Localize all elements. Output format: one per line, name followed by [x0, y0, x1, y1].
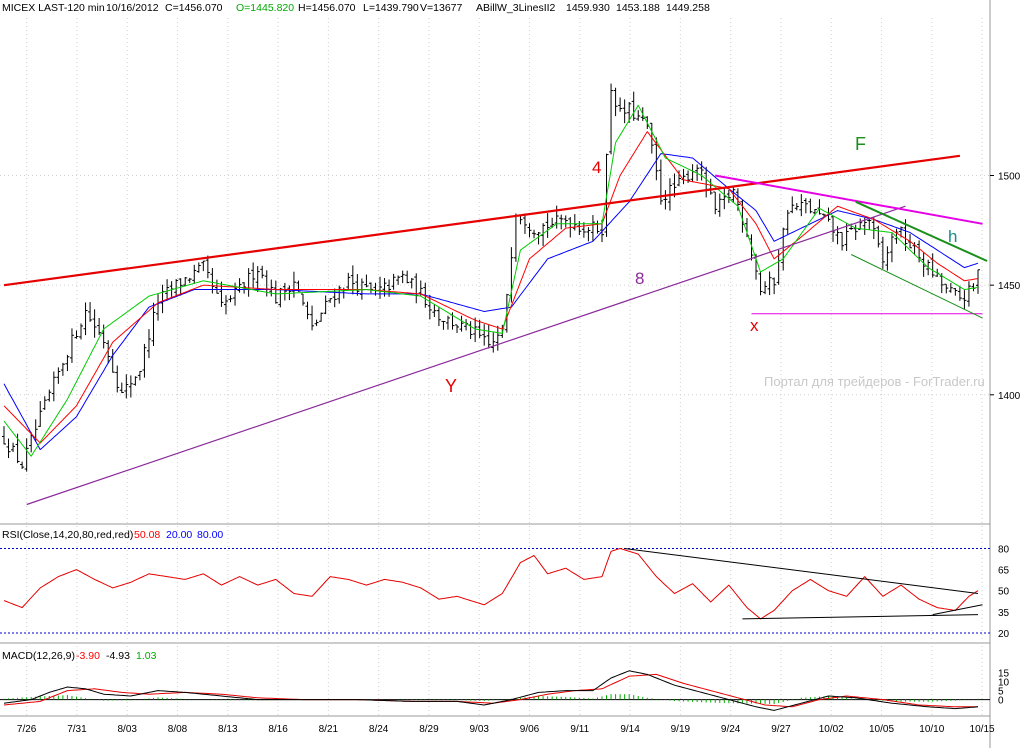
- rsi-trend-upper: [624, 548, 979, 594]
- purple-trendline: [26, 205, 906, 506]
- header-indicator: ABillW_3LinesII2: [476, 2, 556, 14]
- header-ind-value-blue: 1459.930: [566, 2, 610, 14]
- rsi-title: RSI(Close,14,20,80,red,red): [2, 529, 133, 541]
- grid-lines: [0, 18, 990, 716]
- header-volume: V=13677: [420, 2, 462, 14]
- header-close: C=1456.070: [165, 2, 223, 14]
- macd-tick-label: 10: [998, 678, 1010, 689]
- x-tick-label: 8/08: [168, 724, 188, 735]
- wave-label-F: F: [855, 134, 866, 154]
- x-tick-label: 10/02: [819, 724, 844, 735]
- x-tick-label: 10/05: [869, 724, 894, 735]
- header-low: L=1439.790: [363, 2, 419, 14]
- header-ind-value-green: 1449.258: [666, 2, 710, 14]
- wave-label-Y: Y: [445, 376, 457, 396]
- x-tick-label: 8/24: [369, 724, 389, 735]
- magenta-trendline: [715, 174, 983, 225]
- rsi-tick-label: 80: [998, 544, 1010, 555]
- rsi-value: 50.08: [134, 529, 160, 541]
- green-channel-lower: [850, 254, 983, 319]
- macd-tick-label: 5: [998, 687, 1004, 698]
- wave-label-8: 8: [635, 269, 644, 288]
- rsi-level-low: 20.00: [166, 529, 192, 541]
- rsi-level-high: 80.00: [197, 529, 223, 541]
- x-tick-label: 8/16: [268, 724, 288, 735]
- macd-title: MACD(12,26,9): [2, 650, 75, 662]
- wave-label-x: x: [750, 316, 759, 335]
- x-tick-label: 9/24: [721, 724, 741, 735]
- price-tick-label: 1500: [998, 172, 1021, 183]
- price-tick-label: 1450: [998, 281, 1021, 292]
- x-tick-label: 8/03: [117, 724, 137, 735]
- macd-signal-value: -4.93: [106, 650, 130, 662]
- header-open: O=1445.820: [236, 2, 294, 14]
- x-tick-label: 8/29: [419, 724, 439, 735]
- wave-label-4: 4: [592, 158, 601, 177]
- x-tick-label: 7/31: [67, 724, 87, 735]
- ma-red-line: [3, 131, 979, 444]
- x-tick-label: 9/27: [771, 724, 791, 735]
- x-tick-label: 7/26: [17, 724, 37, 735]
- header-symbol: MICEX LAST-120 min: [2, 2, 105, 14]
- x-tick-label: 9/11: [570, 724, 589, 735]
- macd-tick-label: 15: [998, 669, 1010, 680]
- x-tick-label: 10/10: [919, 724, 944, 735]
- header-date: 10/16/2012: [106, 2, 159, 14]
- rsi-tick-label: 50: [998, 587, 1010, 598]
- x-tick-label: 8/21: [319, 724, 339, 735]
- rsi-panel: [0, 547, 990, 634]
- rsi-line: [3, 548, 979, 620]
- green-trendline: [855, 200, 988, 262]
- macd-panel: [0, 670, 990, 711]
- axis-labels: 7/26 7/31 8/03 8/08 8/13 8/16 8/21 8/24 8/29 9/03…: [17, 172, 1021, 735]
- ma-blue-line: [3, 153, 979, 451]
- x-tick-label: 10/15: [970, 724, 995, 735]
- macd-value: -3.90: [76, 650, 100, 662]
- rsi-trend-mid: [932, 604, 983, 616]
- header-ind-value-red: 1453.188: [616, 2, 660, 14]
- rsi-trend-lower: [742, 614, 979, 620]
- x-tick-label: 8/13: [218, 724, 238, 735]
- macd-tick-label: 0: [998, 696, 1004, 707]
- red-trendline: [3, 154, 961, 287]
- rsi-tick-label: 35: [998, 608, 1010, 619]
- wave-label-h: h: [948, 227, 957, 246]
- macd-hist-value: 1.03: [136, 650, 157, 662]
- x-tick-label: 9/03: [469, 724, 489, 735]
- x-tick-label: 9/14: [620, 724, 640, 735]
- ma-green-line: [3, 104, 979, 457]
- rsi-tick-label: 65: [998, 566, 1010, 577]
- macd-line: [3, 670, 979, 711]
- x-tick-label: 9/06: [520, 724, 540, 735]
- rsi-tick-label: 20: [998, 629, 1010, 640]
- price-tick-label: 1400: [998, 391, 1021, 402]
- x-tick-label: 9/19: [671, 724, 691, 735]
- price-panel: [2, 83, 988, 506]
- header-high: H=1456.070: [298, 2, 356, 14]
- watermark: Портал для трейдеров - ForTrader.ru: [764, 374, 985, 389]
